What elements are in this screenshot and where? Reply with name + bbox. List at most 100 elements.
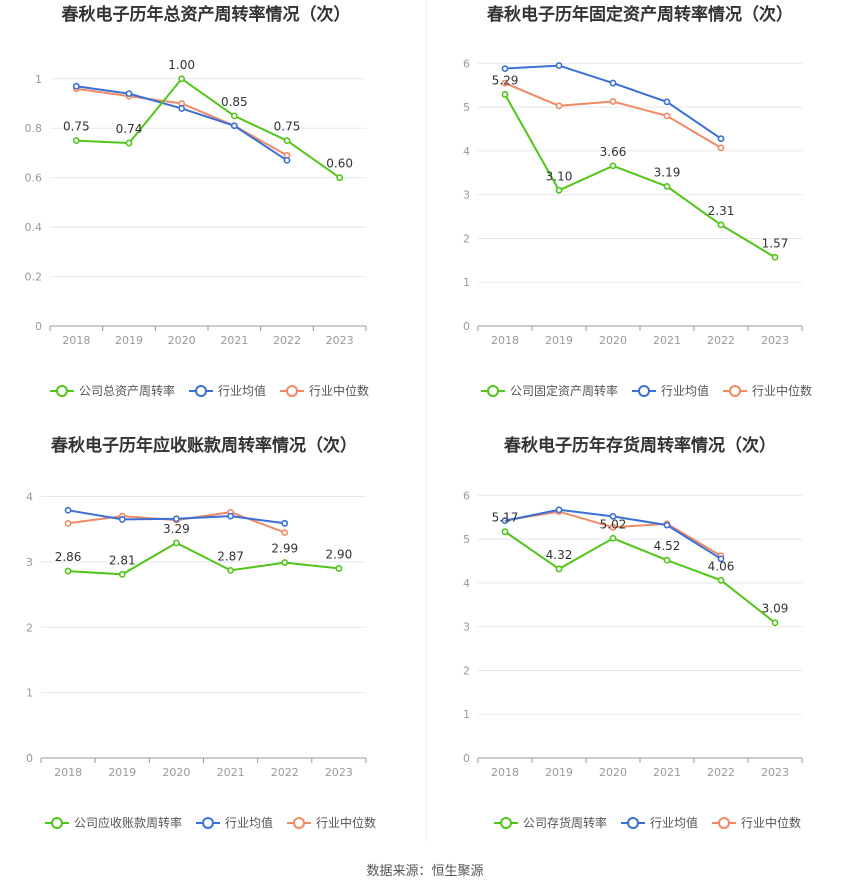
chart4-legend-label-avg: 行业均值 <box>650 815 698 830</box>
chart2-x-tick-label: 2019 <box>545 334 573 347</box>
chart3-legend-marker-avg <box>202 817 214 829</box>
chart2-point-avg <box>555 62 563 69</box>
chart2-y-tick-label: 1 <box>463 276 470 289</box>
chart3-point-median <box>64 519 72 527</box>
chart4-legend-marker-company <box>500 817 512 829</box>
chart3-title: 春秋电子历年应收账款周转率情况（次） <box>51 435 357 456</box>
chart2-y-tick-label: 0 <box>463 320 470 333</box>
chart2-y-tick-label: 4 <box>463 145 470 158</box>
chart1-x-tick-label: 2021 <box>220 334 248 347</box>
chart2-point-median <box>663 112 671 120</box>
chart2-point-median <box>609 98 617 105</box>
chart2-x-tick-label: 2021 <box>653 334 681 347</box>
chart4-point-company <box>555 565 563 573</box>
chart1-data-label: 0.75 <box>63 120 90 134</box>
chart3-y-tick-label: 2 <box>26 621 33 634</box>
chart2-line-company <box>504 94 776 259</box>
chart1-legend-label-avg: 行业均值 <box>218 383 266 398</box>
chart4-point-avg <box>501 517 509 525</box>
chart3-legend-label-company: 公司应收账款周转率 <box>74 815 182 830</box>
chart3-data-label: 2.90 <box>326 547 353 561</box>
chart2-point-company <box>501 91 509 98</box>
chart3-legend-label-median: 行业中位数 <box>316 815 376 830</box>
chart3-x-tick-label: 2018 <box>54 766 82 779</box>
chart2-legend-marker-median <box>729 385 741 397</box>
chart3-point-avg <box>118 516 126 523</box>
chart1-line-company <box>76 77 341 179</box>
chart2-legend-label-avg: 行业均值 <box>661 383 709 398</box>
chart4-legend-marker-median <box>718 817 730 829</box>
chart2-title: 春秋电子历年固定资产周转率情况（次） <box>487 4 793 25</box>
chart3-point-company <box>335 565 343 572</box>
chart2-y-tick-label: 3 <box>463 189 470 202</box>
chart4-x-tick-label: 2022 <box>707 766 735 779</box>
chart4-y-tick-label: 2 <box>463 664 470 677</box>
chart1-line-median <box>76 87 288 157</box>
chart1-data-label: 0.74 <box>116 122 143 136</box>
chart2-legend-label-company: 公司固定资产周转率 <box>510 383 618 398</box>
chart3-point-company <box>227 567 234 574</box>
chart2-x-tick-label: 2022 <box>707 334 735 347</box>
chart1-x-tick-label: 2022 <box>273 334 301 347</box>
chart1-point-company <box>125 139 133 147</box>
chart2-point-median <box>555 102 563 110</box>
chart1-data-label: 0.75 <box>274 120 301 134</box>
chart1-legend-label-median: 行业中位数 <box>309 383 369 398</box>
chart3-y-tick-label: 3 <box>26 556 33 569</box>
chart3-point-company <box>118 570 126 578</box>
chart1-x-tick-label: 2019 <box>115 334 143 347</box>
chart4-y-tick-label: 0 <box>463 752 470 765</box>
chart4-data-label: 4.52 <box>654 539 681 553</box>
chart1-point-avg <box>230 122 238 130</box>
chart1-y-tick-label: 0.4 <box>25 221 43 234</box>
chart2-point-company <box>771 253 779 261</box>
chart1-legend-marker-company <box>56 385 68 397</box>
chart3-legend-marker-median <box>293 817 305 829</box>
chart2-point-avg <box>663 98 671 106</box>
chart1-y-tick-label: 0.6 <box>25 172 43 185</box>
chart4-point-company <box>771 619 779 627</box>
chart2-point-avg <box>717 135 725 143</box>
chart2-data-label: 3.66 <box>600 145 627 159</box>
chart4-legend-label-company: 公司存货周转率 <box>523 815 607 830</box>
chart2-legend-marker-company <box>487 385 499 397</box>
chart1-point-company <box>178 75 186 83</box>
chart3-point-avg <box>173 515 180 523</box>
chart3-x-tick-label: 2021 <box>217 766 245 779</box>
chart4-point-median <box>609 523 617 531</box>
chart3-point-company <box>173 539 180 547</box>
chart2-legend-marker-avg <box>638 385 650 397</box>
chart4-point-avg <box>663 521 671 529</box>
chart4-y-tick-label: 1 <box>463 708 470 721</box>
chart4-y-tick-label: 6 <box>463 489 470 502</box>
chart2-x-tick-label: 2018 <box>491 334 519 347</box>
chart3-point-company <box>64 567 72 575</box>
chart3-point-company <box>281 559 289 566</box>
chart1-point-company <box>230 112 238 120</box>
data-source-footer: 数据来源：恒生聚源 <box>366 864 484 879</box>
chart2-x-tick-label: 2023 <box>761 334 789 347</box>
chart3-data-label: 2.81 <box>109 553 136 567</box>
chart4-line-company <box>504 530 776 624</box>
chart3-line-company <box>68 541 340 576</box>
chart2-legend-label-median: 行业中位数 <box>752 383 812 398</box>
chart2-y-tick-label: 6 <box>463 57 470 70</box>
chart4-data-label: 4.06 <box>708 559 735 573</box>
chart2-data-label: 5.29 <box>492 73 519 87</box>
chart3-point-avg <box>64 506 72 514</box>
chart1-legend-label-company: 公司总资产周转率 <box>79 383 175 398</box>
chart4-legend-label-median: 行业中位数 <box>741 815 801 830</box>
chart3-x-tick-label: 2022 <box>271 766 299 779</box>
chart1-data-label: 0.85 <box>221 95 248 109</box>
chart4-x-tick-label: 2019 <box>545 766 573 779</box>
chart2-y-tick-label: 2 <box>463 232 470 245</box>
chart1-x-tick-label: 2020 <box>168 334 196 347</box>
chart1-point-company <box>72 137 80 144</box>
chart4-point-avg <box>609 512 617 520</box>
chart1-data-label: 1.00 <box>168 58 195 72</box>
chart3-legend-label-avg: 行业均值 <box>225 815 273 830</box>
chart4-y-tick-label: 4 <box>463 577 470 590</box>
chart1-point-company <box>336 174 344 182</box>
chart4-y-tick-label: 5 <box>463 533 470 546</box>
chart3-data-label: 2.86 <box>55 550 82 564</box>
